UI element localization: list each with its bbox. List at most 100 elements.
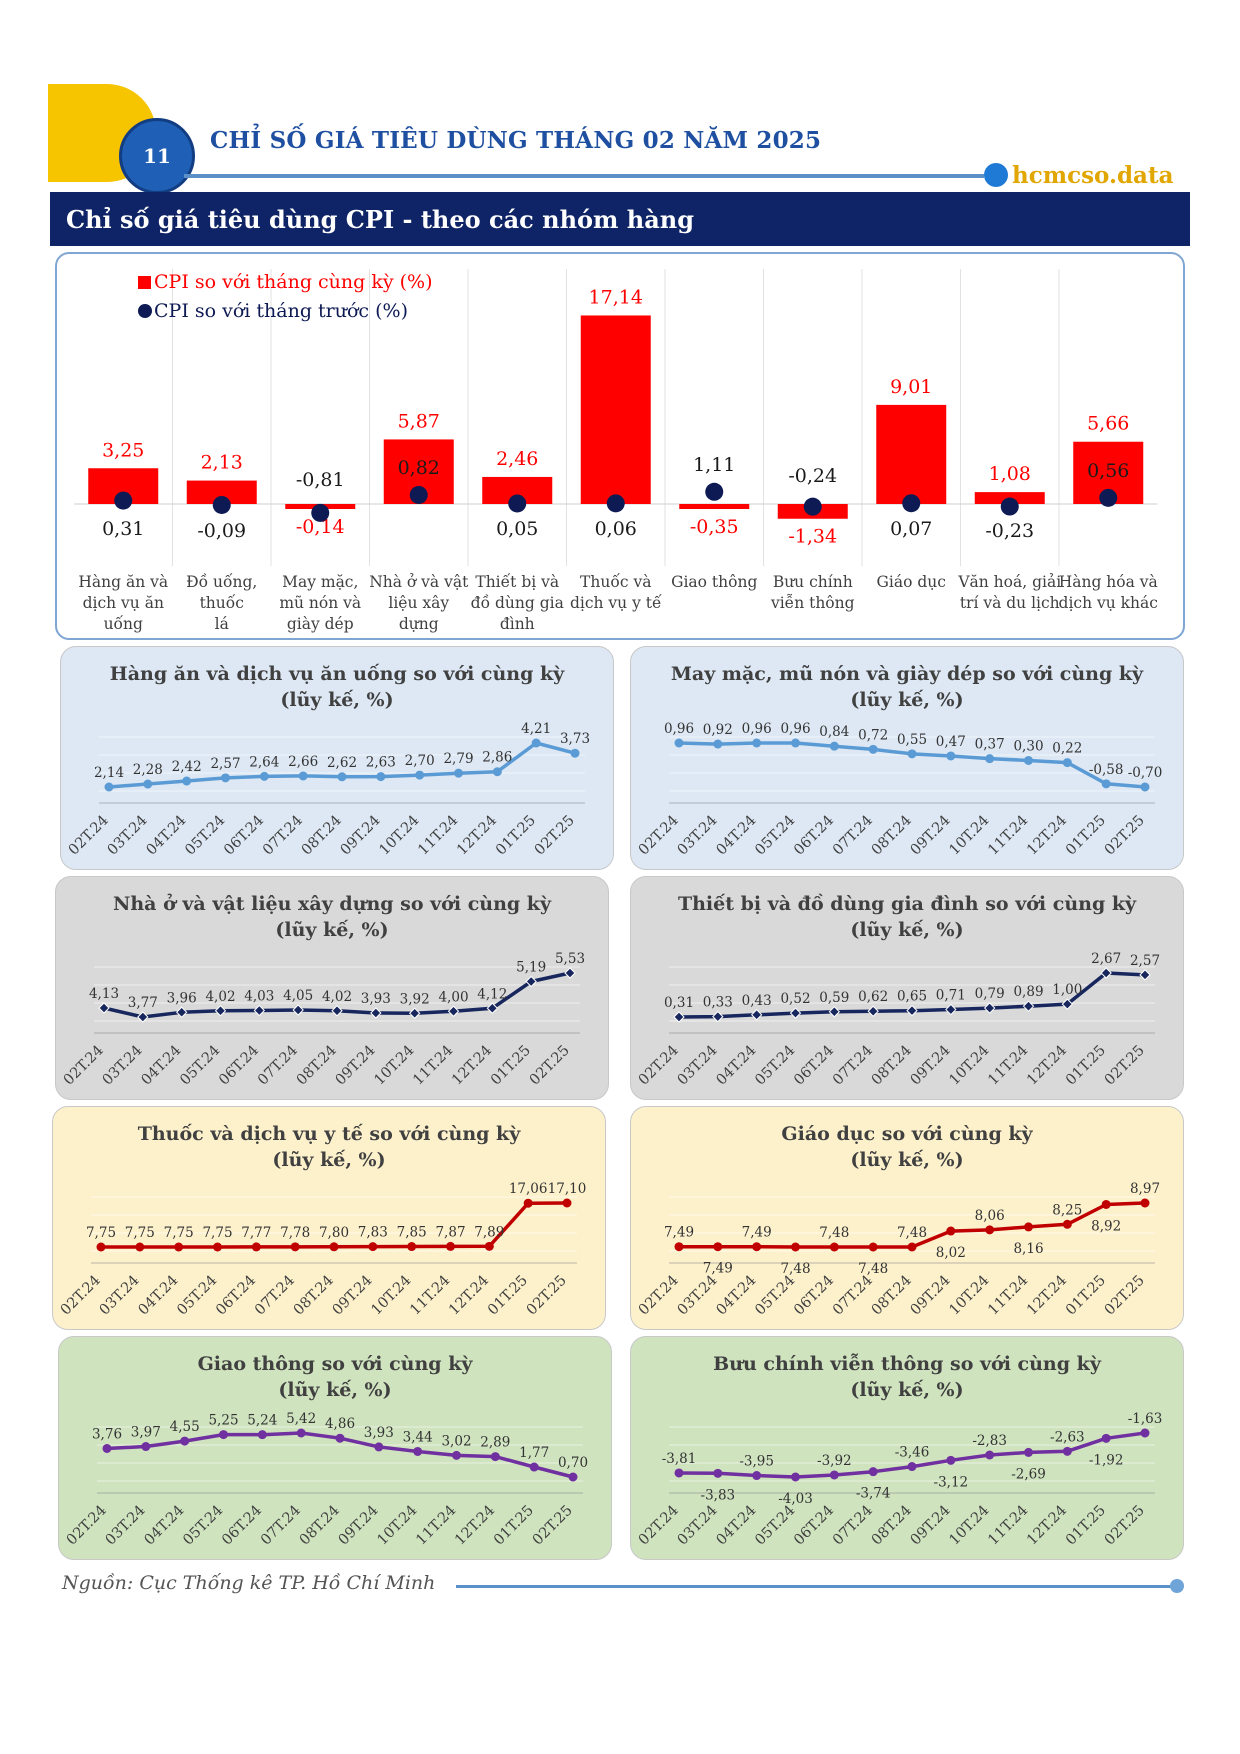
data-label: -3,74	[856, 1486, 891, 1502]
data-label: 8,06	[975, 1208, 1005, 1224]
x-tick-label: 05T.24	[752, 1503, 798, 1549]
series-point	[1022, 1000, 1035, 1012]
x-tick-label: 03T.24	[675, 1503, 721, 1549]
data-label: 8,25	[1052, 1202, 1082, 1218]
line-chart-svg: 7,75 02T.24 7,75 03T.24 7,75 04T.24 7,75 05T.24…	[58, 1181, 587, 1319]
series-point	[143, 779, 153, 789]
x-tick-label: 03T.24	[97, 1273, 143, 1319]
data-label: 0,89	[1013, 984, 1043, 1000]
x-tick-label: 05T.24	[752, 1273, 798, 1319]
series-point	[337, 772, 347, 782]
series-point	[829, 1242, 839, 1252]
category-label: mũ nón và	[279, 594, 361, 612]
x-tick-label: 10T.24	[946, 1503, 992, 1549]
data-label: 7,48	[858, 1261, 888, 1277]
series-point	[484, 1241, 494, 1251]
data-label: 7,49	[742, 1225, 772, 1241]
series-point	[868, 1467, 878, 1477]
series-point	[946, 1455, 956, 1465]
x-tick-label: 12T.24	[1024, 1043, 1070, 1089]
series-point	[221, 773, 230, 783]
line-chart-title: Giáo dục so với cùng kỳ (lũy kế, %)	[631, 1121, 1183, 1173]
data-label: 2,62	[327, 755, 357, 771]
data-label: 7,78	[280, 1225, 310, 1241]
line-chart-title-line: (lũy kế, %)	[280, 689, 394, 711]
data-label: 7,77	[241, 1225, 271, 1241]
data-label: 0,59	[819, 990, 849, 1006]
legend-yoy-label: CPI so với tháng cùng kỳ (%)	[154, 271, 433, 293]
x-tick-label: 02T.24	[64, 1503, 110, 1549]
data-label: 3,44	[403, 1429, 433, 1445]
series-point	[331, 1005, 343, 1017]
data-label: 4,05	[283, 988, 313, 1004]
series-point	[1062, 1446, 1072, 1456]
x-tick-label: 02T.24	[58, 1273, 104, 1319]
data-label: -3,81	[662, 1451, 697, 1467]
dot-mom	[1000, 497, 1019, 516]
dot-mom-label: 0,56	[1087, 460, 1129, 482]
category-label: viễn thông	[770, 594, 855, 612]
dot-mom	[212, 495, 231, 514]
line-chart-title-line: Thiết bị và đồ dùng gia đình so với cùng…	[677, 893, 1137, 915]
series-point	[135, 1242, 145, 1252]
series-point	[907, 1462, 917, 1472]
x-tick-label: 08T.24	[291, 1273, 337, 1319]
x-tick-label: 10T.24	[376, 813, 422, 859]
series-point	[829, 1470, 839, 1480]
line-chart-title-line: (lũy kế, %)	[850, 919, 964, 941]
line-chart-title: Giao thông so với cùng kỳ (lũy kế, %)	[59, 1351, 611, 1403]
series-point	[562, 1198, 572, 1208]
x-tick-label: 12T.24	[446, 1273, 492, 1319]
bar-yoy-label: 2,13	[201, 452, 243, 474]
bar-yoy	[186, 480, 257, 504]
data-label: 17,06	[509, 1181, 548, 1197]
series-point	[907, 1242, 917, 1252]
line-chart-title-line: (lũy kế, %)	[272, 1149, 386, 1171]
data-label: 4,21	[521, 721, 551, 737]
series-point	[1061, 998, 1074, 1010]
data-label: 0,79	[975, 986, 1005, 1002]
x-tick-label: 06T.24	[216, 1043, 262, 1089]
x-tick-label: 01T.25	[488, 1043, 534, 1089]
data-label: 7,75	[202, 1225, 232, 1241]
dot-mom-label: 0,07	[890, 518, 932, 540]
x-tick-label: 11T.24	[415, 813, 461, 859]
data-label: -4,03	[778, 1491, 813, 1507]
data-label: 2,14	[94, 765, 124, 781]
line-chart-title-line: Bưu chính viễn thông so với cùng kỳ	[713, 1353, 1101, 1375]
x-tick-label: 03T.24	[675, 813, 721, 859]
line-chart-title-line: (lũy kế, %)	[850, 689, 964, 711]
series-point	[829, 741, 839, 751]
x-tick-label: 07T.24	[252, 1273, 298, 1319]
data-label: 2,28	[133, 762, 163, 778]
category-label: trí và du lịch	[960, 594, 1060, 612]
series-point	[98, 1002, 110, 1014]
bar-yoy-label: 2,46	[496, 448, 538, 470]
data-label: 0,33	[703, 995, 733, 1011]
data-label: 7,80	[319, 1225, 349, 1241]
category-label: Giao thông	[671, 573, 757, 591]
series-point	[570, 748, 580, 758]
series-point	[259, 771, 269, 781]
series-point	[454, 768, 463, 778]
x-tick-label: 03T.24	[675, 1043, 721, 1089]
x-tick-label: 01T.25	[1063, 1273, 1109, 1319]
series-point	[1024, 1447, 1033, 1457]
series-point	[180, 1436, 190, 1446]
category-label: Bưu chính	[773, 573, 853, 591]
category-label: giày dép	[287, 615, 354, 633]
legend-mom-swatch	[138, 304, 152, 318]
data-label: 0,37	[975, 737, 1005, 753]
line-chart-panel: Giáo dục so với cùng kỳ (lũy kế, %) 7,49 02…	[630, 1106, 1184, 1330]
line-chart-title: Thiết bị và đồ dùng gia đình so với cùng…	[631, 891, 1183, 943]
series-point	[175, 1006, 188, 1018]
x-tick-label: 05T.24	[752, 1043, 798, 1089]
series-point	[828, 1006, 841, 1018]
x-tick-label: 10T.24	[371, 1043, 417, 1089]
page-number-badge: 11	[119, 118, 195, 194]
dot-mom-label: 0,05	[496, 518, 538, 540]
x-tick-label: 05T.24	[174, 1273, 220, 1319]
data-label: 2,86	[482, 750, 512, 766]
line-chart-panel: Bưu chính viễn thông so với cùng kỳ (lũy …	[630, 1336, 1184, 1560]
x-tick-label: 11T.24	[985, 813, 1031, 859]
